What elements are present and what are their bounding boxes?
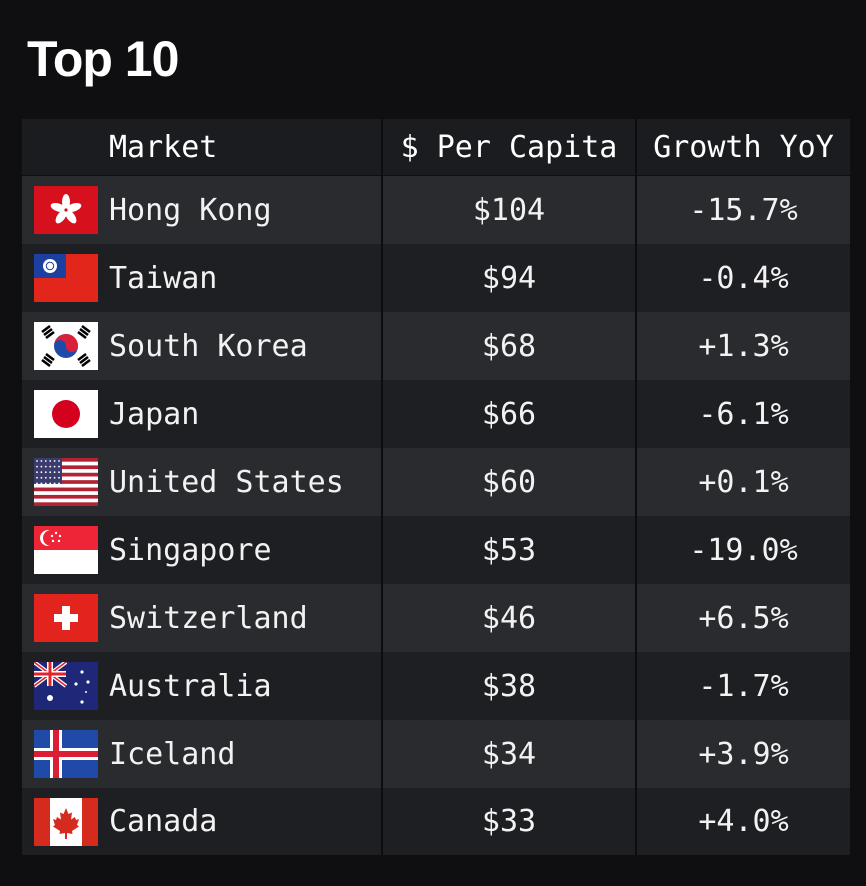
market-cell: Hong Kong [109, 176, 381, 244]
table-row: Australia $38 -1.7% [22, 652, 850, 720]
market-cell: United States [109, 448, 381, 516]
market-cell: Singapore [109, 516, 381, 584]
per-capita-cell: $38 [381, 652, 635, 720]
japan-flag-icon [33, 390, 98, 438]
table-row: Japan $66 -6.1% [22, 380, 850, 448]
canada-flag-icon [33, 797, 98, 846]
table-row: Hong Kong $104 -15.7% [22, 176, 850, 244]
flag-cell [22, 244, 109, 312]
market-cell: Japan [109, 380, 381, 448]
per-capita-cell: $94 [381, 244, 635, 312]
market-cell: Switzerland [109, 584, 381, 652]
market-cell: South Korea [109, 312, 381, 380]
growth-cell: +1.3% [635, 312, 850, 380]
header-growth: Growth YoY [635, 119, 850, 176]
market-cell: Iceland [109, 720, 381, 788]
flag-cell [22, 516, 109, 584]
growth-cell: +4.0% [635, 788, 850, 855]
growth-cell: -1.7% [635, 652, 850, 720]
south-korea-flag-icon [33, 322, 98, 370]
growth-cell: +6.5% [635, 584, 850, 652]
top-markets-table: Market $ Per Capita Growth YoY Hong Kong… [22, 119, 850, 855]
growth-cell: -6.1% [635, 380, 850, 448]
header-flag [22, 119, 109, 176]
united-states-flag-icon [33, 458, 98, 506]
per-capita-cell: $60 [381, 448, 635, 516]
growth-cell: -19.0% [635, 516, 850, 584]
australia-flag-icon [33, 662, 98, 710]
flag-cell [22, 312, 109, 380]
growth-cell: -0.4% [635, 244, 850, 312]
market-cell: Taiwan [109, 244, 381, 312]
table-row: Singapore $53 -19.0% [22, 516, 850, 584]
flag-cell [22, 448, 109, 516]
growth-cell: +3.9% [635, 720, 850, 788]
per-capita-cell: $34 [381, 720, 635, 788]
per-capita-cell: $104 [381, 176, 635, 244]
per-capita-cell: $66 [381, 380, 635, 448]
flag-cell [22, 380, 109, 448]
hong-kong-flag-icon [33, 186, 98, 234]
per-capita-cell: $46 [381, 584, 635, 652]
header-per-capita: $ Per Capita [381, 119, 635, 176]
header-row: Market $ Per Capita Growth YoY [22, 119, 850, 176]
table-row: Taiwan $94 -0.4% [22, 244, 850, 312]
flag-cell [22, 652, 109, 720]
flag-cell [22, 176, 109, 244]
taiwan-flag-icon [33, 254, 98, 302]
flag-cell [22, 584, 109, 652]
singapore-flag-icon [33, 526, 98, 574]
flag-cell [22, 788, 109, 855]
switzerland-flag-icon [33, 594, 98, 642]
table-row: Switzerland $46 +6.5% [22, 584, 850, 652]
header-market: Market [109, 119, 381, 176]
iceland-flag-icon [33, 730, 98, 778]
per-capita-cell: $68 [381, 312, 635, 380]
page-title: Top 10 [27, 31, 179, 87]
table-row: United States $60 +0.1% [22, 448, 850, 516]
per-capita-cell: $53 [381, 516, 635, 584]
growth-cell: -15.7% [635, 176, 850, 244]
flag-cell [22, 720, 109, 788]
market-cell: Australia [109, 652, 381, 720]
table-row: Iceland $34 +3.9% [22, 720, 850, 788]
table-row: Canada $33 +4.0% [22, 788, 850, 855]
market-cell: Canada [109, 788, 381, 855]
per-capita-cell: $33 [381, 788, 635, 855]
growth-cell: +0.1% [635, 448, 850, 516]
table-row: South Korea $68 +1.3% [22, 312, 850, 380]
